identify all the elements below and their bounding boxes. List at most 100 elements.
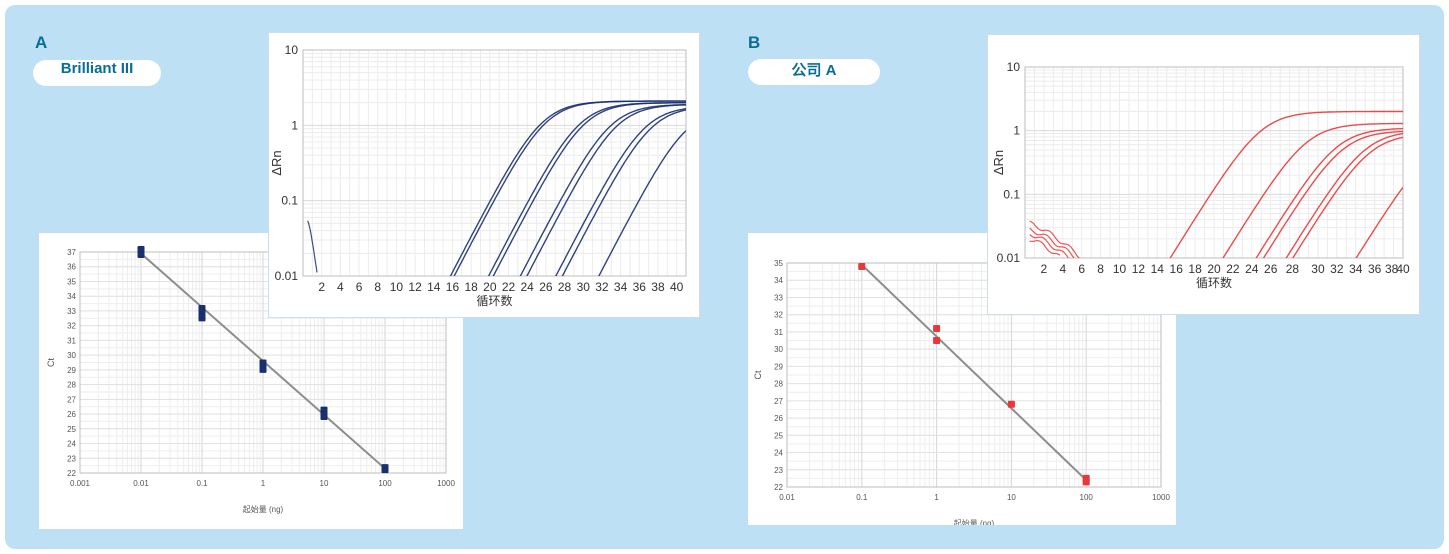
plot-frame <box>1024 66 1404 259</box>
y-tick-label: 33 <box>67 307 76 316</box>
x-tick-label: 12 <box>1132 262 1146 276</box>
y-tick-label: 35 <box>774 259 783 268</box>
y-tick-label: 0.01 <box>997 251 1021 265</box>
y-tick-label: 25 <box>774 431 783 440</box>
data-point <box>1007 400 1015 408</box>
amplification-curve <box>453 100 686 276</box>
y-tick-label: 1 <box>291 118 298 132</box>
x-tick-label: 38 <box>1385 262 1399 276</box>
y-tick-label: 34 <box>774 276 783 285</box>
y-tick-label: 27 <box>67 395 76 404</box>
x-tick-label: 100 <box>378 479 392 488</box>
y-tick-label: 34 <box>67 292 76 301</box>
x-tick-label: 34 <box>614 280 628 294</box>
x-tick-label: 2 <box>1041 262 1048 276</box>
x-tick-label: 100 <box>1080 493 1094 502</box>
data-point <box>1082 474 1090 482</box>
amplification-curve <box>1029 220 1080 258</box>
x-tick-label: 16 <box>446 280 460 294</box>
x-tick-label: 0.1 <box>196 479 208 488</box>
amplification-curve <box>598 130 686 276</box>
x-tick-label: 24 <box>521 280 535 294</box>
x-tick-label: 0.01 <box>779 493 795 502</box>
x-tick-label: 28 <box>1286 262 1300 276</box>
y-tick-label: 36 <box>67 263 76 272</box>
y-tick-label: 32 <box>67 322 76 331</box>
y-tick-label: 23 <box>774 466 783 475</box>
x-tick-label: 0.1 <box>856 493 868 502</box>
x-tick-label: 1000 <box>437 479 455 488</box>
data-point <box>259 359 267 369</box>
y-tick-label: 29 <box>774 362 783 371</box>
x-tick-label: 36 <box>1368 262 1382 276</box>
y-axis-label: Ct <box>46 358 56 367</box>
data-point <box>198 304 206 314</box>
x-tick-label: 2 <box>318 280 325 294</box>
x-tick-label: 4 <box>1059 262 1066 276</box>
x-tick-label: 34 <box>1349 262 1363 276</box>
y-tick-label: 23 <box>67 454 76 463</box>
panel-b-letter: B <box>748 33 761 52</box>
y-tick-label: 28 <box>774 380 783 389</box>
x-tick-label: 1 <box>934 493 939 502</box>
amplification-curve <box>1285 132 1403 258</box>
panel-b-label: 公司 A <box>748 59 880 85</box>
x-tick-label: 40 <box>670 280 684 294</box>
y-tick-label: 25 <box>67 425 76 434</box>
x-tick-label: 32 <box>1330 262 1344 276</box>
panel-a-amplification-chart: 2 4 6 8 10 12 14 16 18 20 22 24 26 28 30 32 34 36 38 400.01… <box>269 43 687 308</box>
x-tick-label: 8 <box>1097 262 1104 276</box>
x-tick-label: 8 <box>374 280 381 294</box>
x-tick-label: 36 <box>633 280 647 294</box>
x-tick-label: 26 <box>1264 262 1278 276</box>
x-tick-label: 10 <box>390 280 404 294</box>
panel-a-label: Brilliant III <box>33 60 161 86</box>
x-tick-label: 10 <box>320 479 329 488</box>
y-tick-label: 0.1 <box>281 194 298 208</box>
x-tick-label: 0.01 <box>133 479 149 488</box>
y-axis-label: ΔRn <box>991 150 1006 175</box>
y-tick-label: 31 <box>774 328 783 337</box>
panel-a-letter: A <box>35 33 48 52</box>
y-tick-label: 24 <box>774 449 783 458</box>
panel-a-standard-curve-chart: 0.001 0.01 0.1 1 10 100 1000222324252627282930… <box>46 246 455 514</box>
amplification-curve <box>519 104 686 276</box>
regression-line <box>861 264 1087 481</box>
y-tick-label: 1 <box>1013 124 1020 138</box>
x-tick-label: 28 <box>558 280 572 294</box>
amplification-curve <box>307 220 318 273</box>
amplification-curve <box>1169 110 1403 258</box>
amplification-curve <box>1262 130 1403 258</box>
y-tick-label: 22 <box>67 469 76 478</box>
y-tick-label: 32 <box>774 311 783 320</box>
amplification-curve <box>561 109 686 276</box>
plot-frame <box>79 251 447 474</box>
y-tick-label: 27 <box>774 397 783 406</box>
x-tick-label: 40 <box>1396 262 1410 276</box>
x-tick-label: 20 <box>1207 262 1221 276</box>
y-tick-label: 37 <box>67 248 76 257</box>
x-tick-label: 30 <box>577 280 591 294</box>
data-point <box>381 464 389 474</box>
x-axis-label: 循环数 <box>1196 275 1232 290</box>
amplification-curve <box>1029 234 1069 258</box>
x-tick-label: 14 <box>1151 262 1165 276</box>
x-axis-label: 起始量 (ng) <box>954 518 995 525</box>
x-tick-label: 14 <box>427 280 441 294</box>
amplification-curve <box>487 102 686 276</box>
y-tick-label: 29 <box>67 366 76 375</box>
y-tick-label: 0.1 <box>1003 187 1020 201</box>
x-tick-label: 0.001 <box>70 479 91 488</box>
x-tick-label: 30 <box>1311 262 1325 276</box>
x-tick-label: 18 <box>464 280 478 294</box>
y-tick-label: 10 <box>1007 60 1021 74</box>
y-axis-label: ΔRn <box>269 150 284 175</box>
amplification-curve <box>1029 227 1075 258</box>
x-tick-label: 10 <box>1007 493 1016 502</box>
x-tick-label: 26 <box>539 280 553 294</box>
y-tick-label: 31 <box>67 336 76 345</box>
data-point <box>320 406 328 416</box>
x-tick-label: 1 <box>261 479 266 488</box>
plot-frame <box>786 262 1162 488</box>
x-tick-label: 18 <box>1188 262 1202 276</box>
